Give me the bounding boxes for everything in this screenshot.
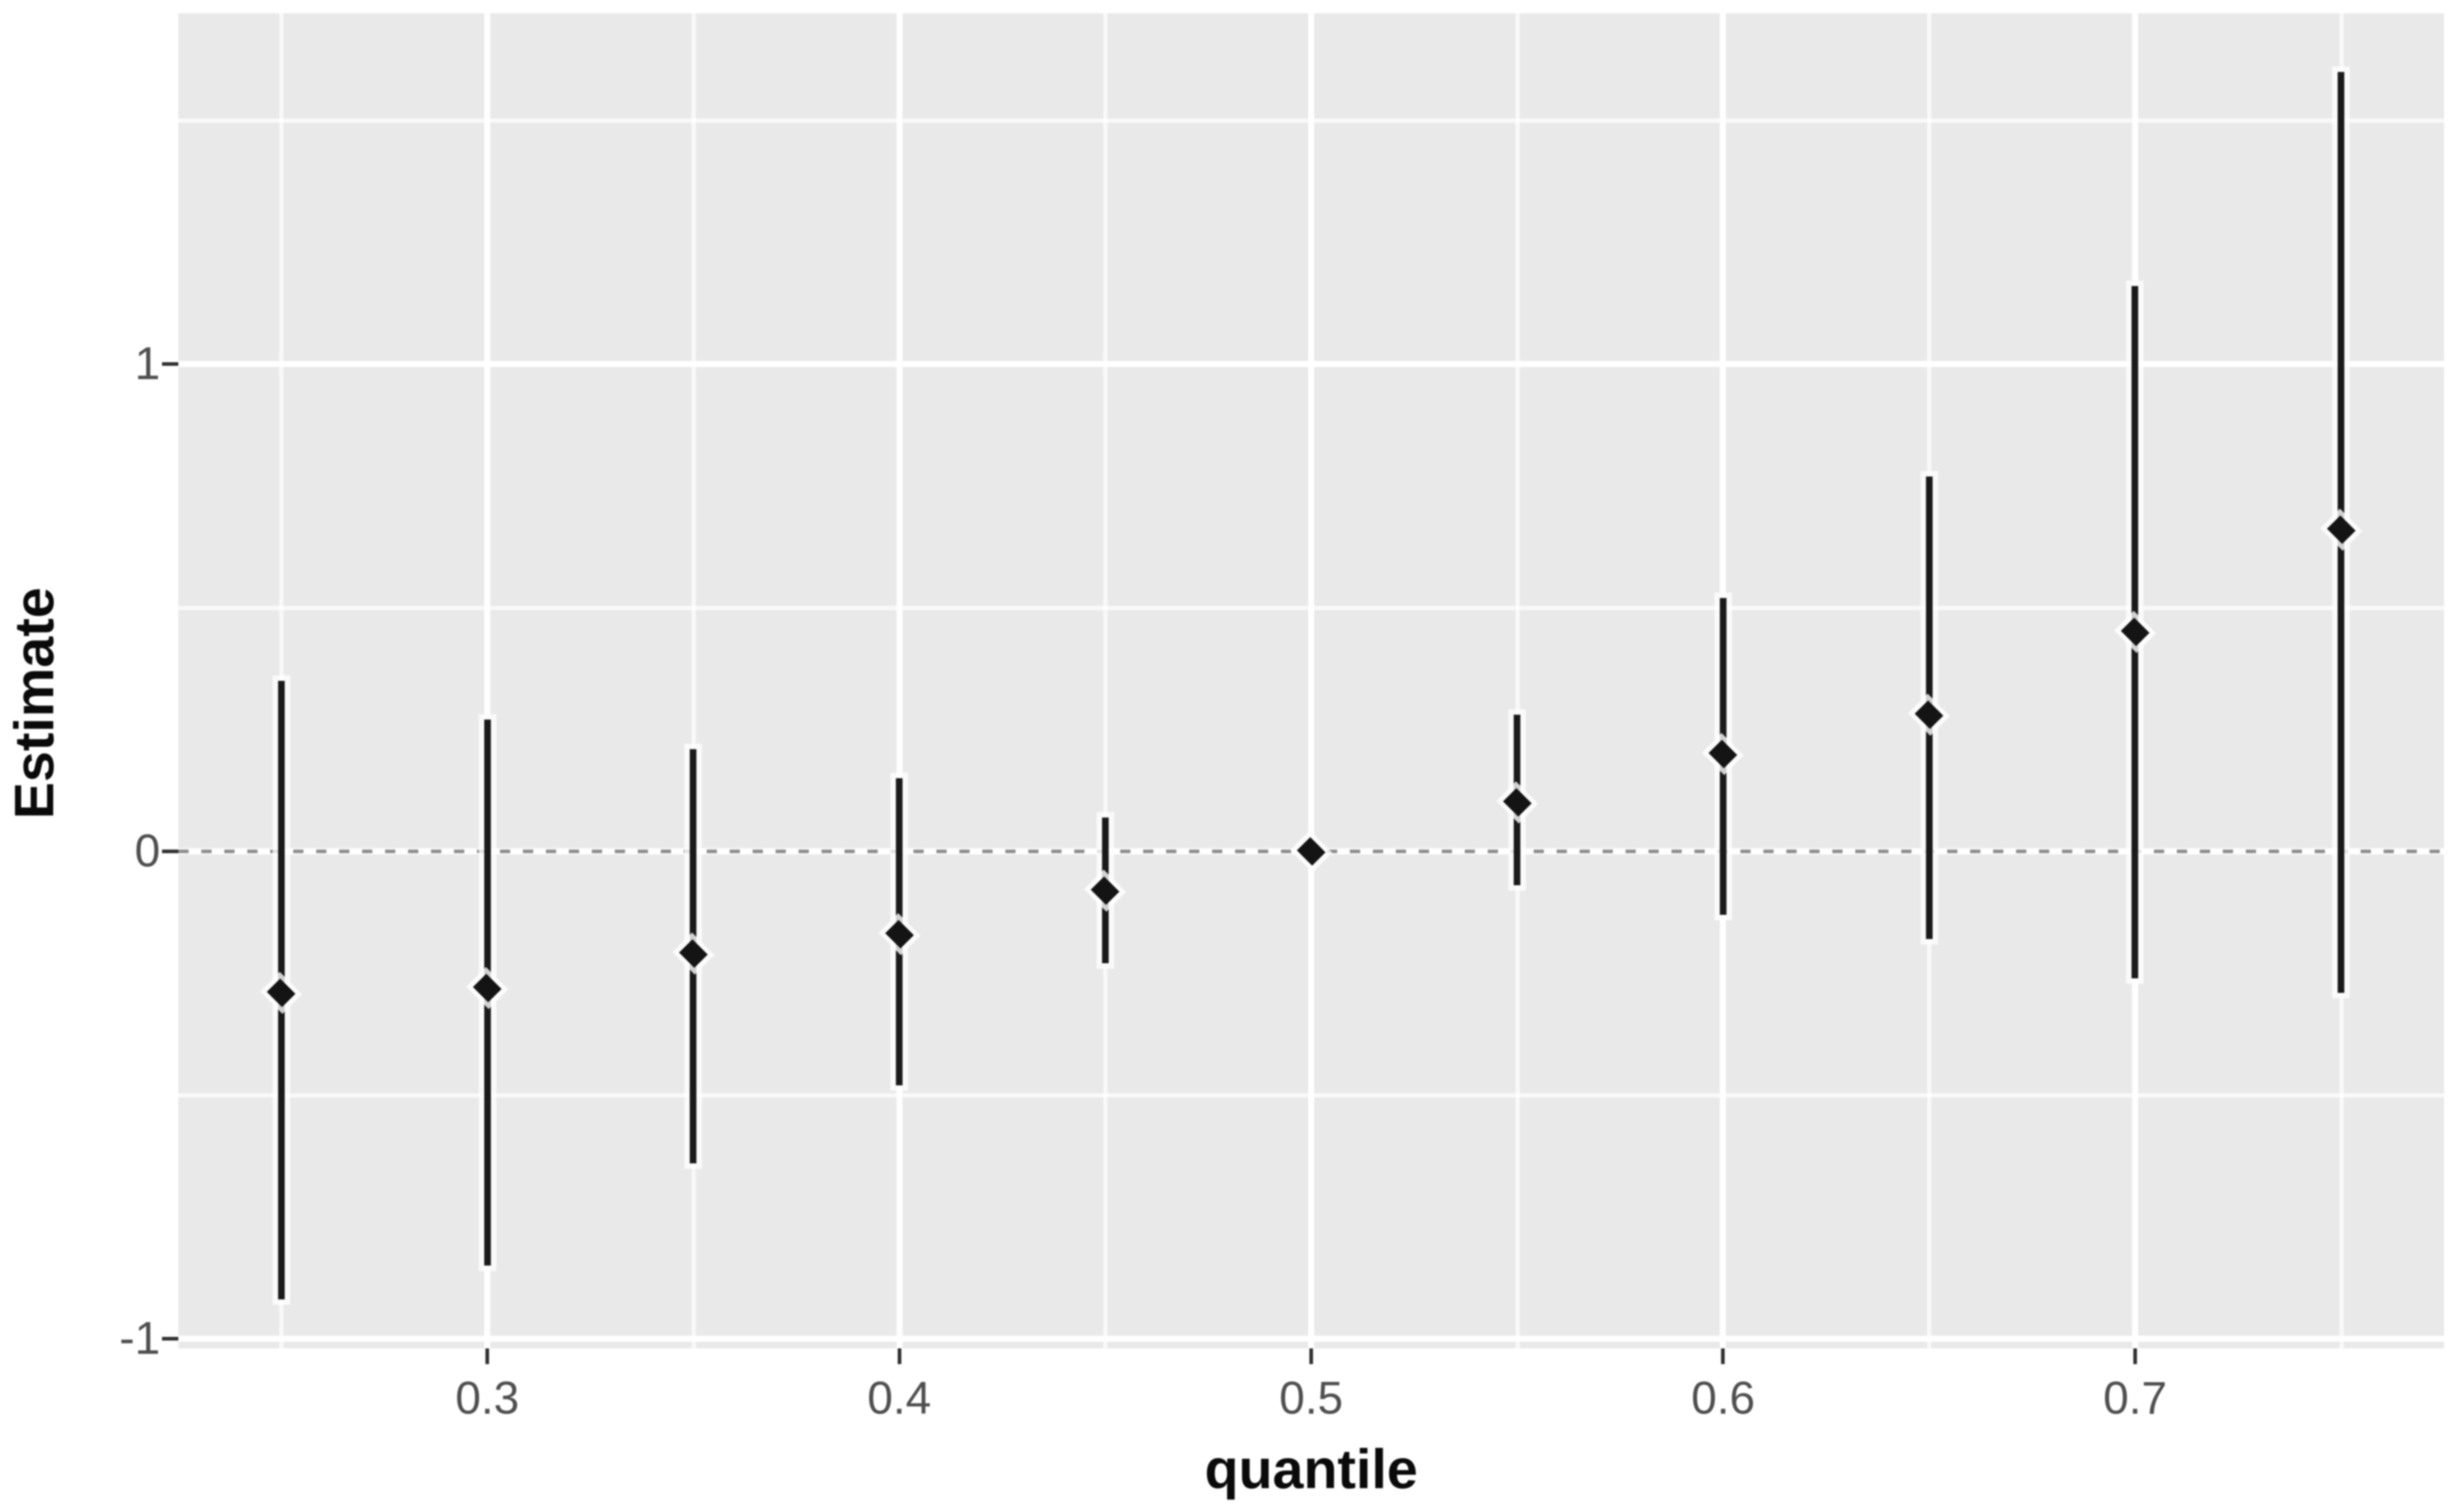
point-marker <box>1297 837 1326 866</box>
point-marker <box>679 939 708 968</box>
point-marker <box>2121 617 2150 647</box>
x-tick-label: 0.7 <box>2103 1373 2167 1424</box>
x-axis-tick <box>2133 1348 2137 1364</box>
x-minor-gridline <box>691 13 696 1348</box>
x-minor-gridline <box>1515 13 1520 1348</box>
y-axis-tick <box>162 850 178 854</box>
point-marker <box>473 973 502 1003</box>
x-axis-tick <box>1721 1348 1725 1364</box>
x-axis-tick <box>485 1348 490 1364</box>
y-tick-label: -1 <box>119 1312 160 1364</box>
plot-panel <box>178 13 2444 1348</box>
y-axis-title: Estimate <box>4 587 65 819</box>
x-major-gridline <box>484 13 491 1348</box>
x-tick-label: 0.4 <box>867 1373 932 1424</box>
point-marker <box>267 978 296 1007</box>
point-marker <box>1091 876 1120 905</box>
x-axis-tick <box>1309 1348 1313 1364</box>
y-axis-tick <box>162 1336 178 1341</box>
point-marker <box>1503 788 1532 818</box>
point-marker <box>884 920 914 949</box>
x-tick-label: 0.6 <box>1691 1373 1756 1424</box>
y-axis-tick <box>162 362 178 366</box>
point-marker <box>1914 700 1944 730</box>
x-tick-label: 0.3 <box>455 1373 519 1424</box>
x-axis-title: quantile <box>1204 1438 1418 1500</box>
x-minor-gridline <box>1103 13 1108 1348</box>
point-marker <box>1708 739 1738 769</box>
x-major-gridline <box>896 13 903 1348</box>
x-tick-label: 0.5 <box>1279 1373 1343 1424</box>
point-marker <box>2326 515 2356 544</box>
x-major-gridline <box>1308 13 1314 1348</box>
x-axis-tick <box>897 1348 901 1364</box>
y-tick-label: 1 <box>134 338 160 390</box>
y-tick-label: 0 <box>134 825 160 877</box>
